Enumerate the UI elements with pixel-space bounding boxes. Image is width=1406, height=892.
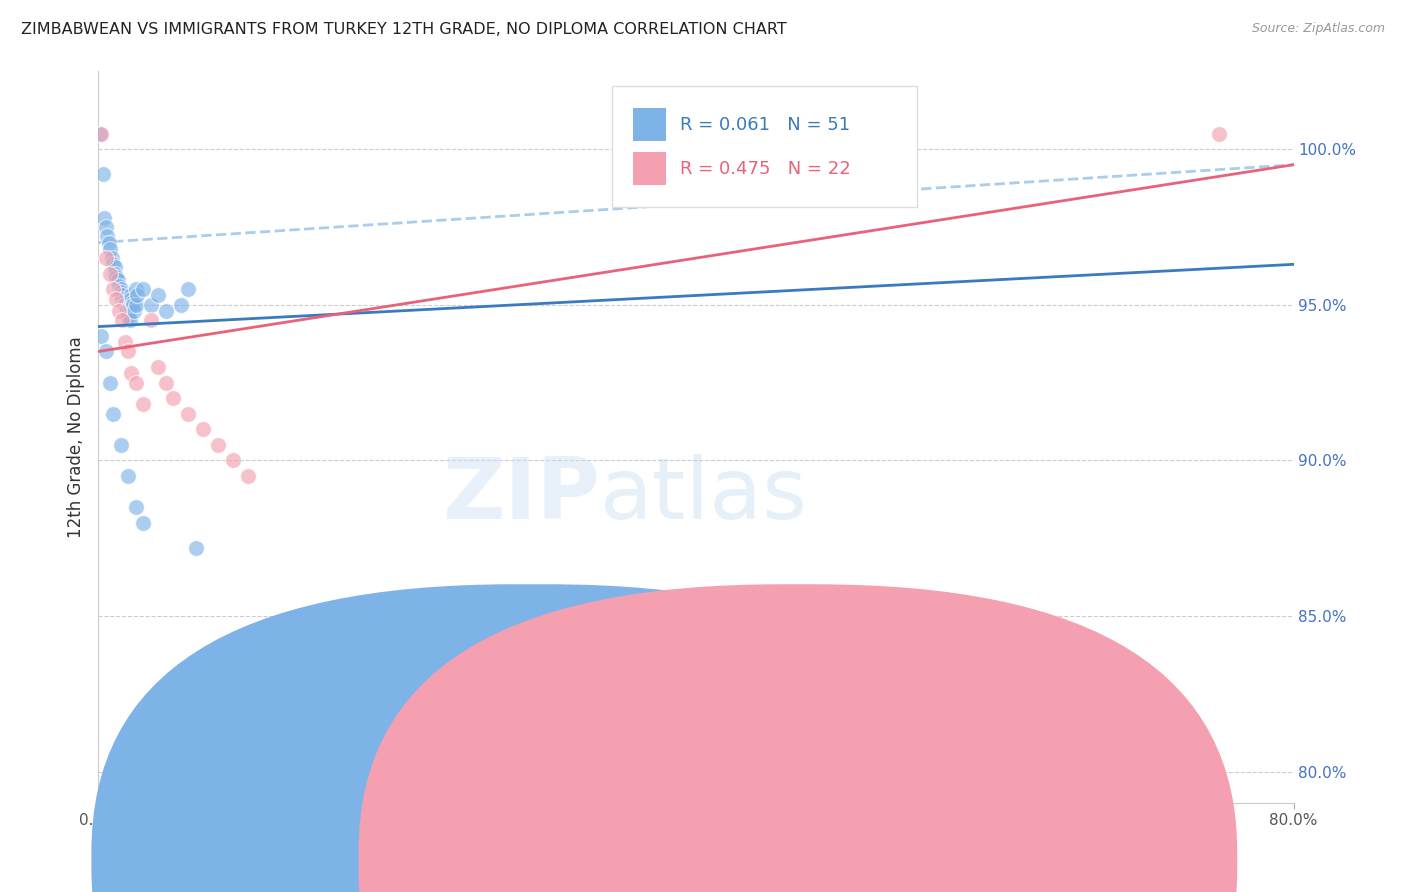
Point	[110, 438, 132, 452]
Point	[104, 267, 127, 281]
Point	[104, 260, 127, 275]
Point	[125, 500, 148, 515]
Text: ZIP: ZIP	[443, 454, 600, 537]
Point	[120, 292, 142, 306]
Point	[115, 304, 138, 318]
Point	[108, 304, 131, 318]
Point	[191, 422, 214, 436]
Point	[96, 229, 118, 244]
Text: R = 0.061   N = 51: R = 0.061 N = 51	[681, 116, 851, 134]
Point	[90, 127, 112, 141]
Point	[120, 288, 142, 302]
Point	[132, 397, 155, 411]
Point	[94, 219, 117, 234]
Point	[98, 376, 122, 390]
Point	[115, 301, 138, 315]
Text: atlas: atlas	[600, 454, 808, 537]
Point	[132, 516, 155, 530]
Point	[112, 294, 135, 309]
Point	[155, 376, 177, 390]
Point	[118, 298, 141, 312]
Point	[117, 310, 139, 325]
Point	[114, 298, 136, 312]
Point	[98, 267, 122, 281]
FancyBboxPatch shape	[633, 108, 666, 141]
Point	[125, 282, 148, 296]
Point	[105, 269, 128, 284]
Point	[236, 469, 259, 483]
Point	[155, 304, 177, 318]
Point	[124, 304, 146, 318]
Point	[207, 438, 229, 452]
Point	[162, 391, 184, 405]
Point	[103, 257, 125, 271]
Point	[117, 344, 139, 359]
Text: Source: ZipAtlas.com: Source: ZipAtlas.com	[1251, 22, 1385, 36]
Text: Immigrants from Turkey: Immigrants from Turkey	[825, 854, 1008, 868]
Point	[97, 235, 120, 250]
FancyBboxPatch shape	[613, 86, 917, 207]
Point	[98, 242, 122, 256]
Point	[89, 127, 111, 141]
Point	[94, 344, 117, 359]
Point	[107, 273, 129, 287]
Point	[125, 298, 148, 312]
Point	[103, 407, 125, 421]
Point	[121, 294, 143, 309]
Point	[105, 292, 128, 306]
Point	[121, 298, 143, 312]
Point	[177, 282, 200, 296]
Text: R = 0.475   N = 22: R = 0.475 N = 22	[681, 160, 851, 178]
Point	[112, 298, 135, 312]
Point	[108, 279, 131, 293]
Y-axis label: 12th Grade, No Diploma: 12th Grade, No Diploma	[66, 336, 84, 538]
Point	[222, 453, 245, 467]
Point	[139, 313, 162, 327]
Point	[114, 298, 136, 312]
Point	[111, 313, 134, 327]
Point	[120, 366, 142, 380]
Point	[177, 407, 200, 421]
Point	[103, 282, 125, 296]
Point	[127, 288, 149, 302]
Point	[118, 313, 141, 327]
Point	[111, 288, 134, 302]
Point	[148, 359, 170, 374]
Point	[110, 285, 132, 300]
Point	[101, 251, 124, 265]
Text: ZIMBABWEAN VS IMMIGRANTS FROM TURKEY 12TH GRADE, NO DIPLOMA CORRELATION CHART: ZIMBABWEAN VS IMMIGRANTS FROM TURKEY 12T…	[21, 22, 787, 37]
Point	[117, 469, 139, 483]
Point	[110, 282, 132, 296]
Text: Zimbabweans: Zimbabweans	[558, 854, 665, 868]
Point	[90, 329, 112, 343]
Point	[169, 298, 191, 312]
Point	[117, 307, 139, 321]
Point	[94, 251, 117, 265]
Point	[148, 288, 170, 302]
Point	[93, 211, 115, 225]
Point	[132, 282, 155, 296]
Point	[184, 541, 207, 555]
Point	[111, 292, 134, 306]
Point	[125, 376, 148, 390]
Point	[114, 335, 136, 350]
Point	[91, 167, 114, 181]
Point	[1208, 127, 1230, 141]
Point	[139, 298, 162, 312]
FancyBboxPatch shape	[633, 153, 666, 186]
